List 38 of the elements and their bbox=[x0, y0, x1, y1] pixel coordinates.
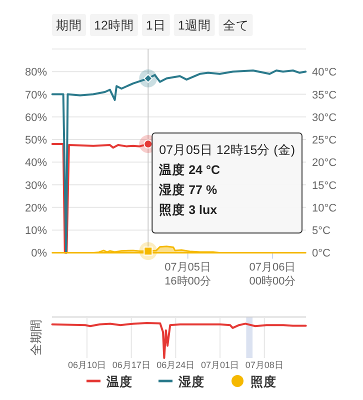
y2-tick-label: 25°C bbox=[312, 134, 337, 147]
annotation: 湿度 77 % bbox=[158, 182, 218, 197]
text: 12時間 bbox=[94, 18, 134, 32]
y2-tick-label: 40°C bbox=[312, 66, 337, 79]
legend-label: 照度 bbox=[250, 374, 276, 389]
x-tick-label: 06月10日 bbox=[68, 360, 106, 370]
legend-label: 湿度 bbox=[178, 374, 204, 389]
y2-tick-label: 10°C bbox=[312, 202, 337, 214]
x-tick-label: 07月05日 16時00分 bbox=[164, 262, 212, 288]
annotation: 照度 3 lux bbox=[159, 202, 218, 217]
y-tick-label: 50% bbox=[24, 134, 48, 147]
text: 1週間 bbox=[178, 18, 211, 32]
annotation: 温度 24 °C bbox=[158, 162, 220, 177]
x-tick-label: 06月17日 bbox=[112, 360, 150, 370]
y2-tick-label: 30°C bbox=[312, 112, 337, 124]
y2-tick-label: 20°C bbox=[312, 157, 337, 170]
y2-tick-label: 15°C bbox=[312, 180, 337, 192]
y-tick-label: 70% bbox=[24, 89, 48, 102]
y-tick-label: 20% bbox=[24, 202, 48, 214]
y2-tick-label: 35°C bbox=[312, 89, 337, 102]
y-axis-title: 全期間 bbox=[29, 320, 43, 356]
y-tick-label: 60% bbox=[24, 112, 48, 124]
y-tick-label: 0% bbox=[31, 248, 48, 260]
y2-tick-label: 0°C bbox=[312, 248, 331, 260]
x-tick-label: 06月24日 bbox=[156, 360, 195, 370]
text: 全て bbox=[222, 18, 249, 32]
legend-label: 温度 bbox=[106, 374, 132, 389]
y-tick-label: 40% bbox=[24, 157, 48, 170]
x-tick-label: 07月01日 bbox=[201, 360, 240, 370]
y-tick-label: 80% bbox=[24, 66, 48, 79]
annotation: 07月05日 12時15分 (金) bbox=[159, 143, 296, 157]
x-tick-label: 07月08日 bbox=[245, 360, 284, 370]
y2-tick-label: 5°C bbox=[312, 225, 331, 238]
y-tick-label: 30% bbox=[24, 180, 48, 192]
y-tick-label: 10% bbox=[24, 225, 48, 238]
text: 期間 bbox=[56, 18, 82, 32]
text: 1日 bbox=[146, 18, 166, 32]
x-tick-label: 07月06日 00時00分 bbox=[249, 262, 296, 288]
